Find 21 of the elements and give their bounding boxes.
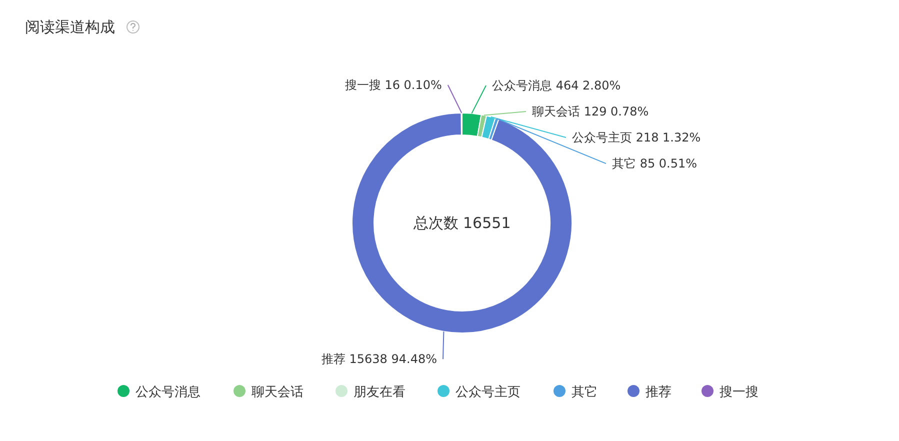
text: 总次数 16551 — [412, 214, 511, 232]
legend-label: 推荐 — [646, 385, 672, 400]
data-label: 16 0.10% — [384, 78, 442, 92]
slice-label: 聊天会话 — [532, 104, 580, 119]
chart-title: 阅读渠道构成 — [25, 18, 115, 36]
data-label: 15638 94.48% — [349, 352, 438, 366]
legend-label: 公众号主页 — [456, 384, 520, 400]
slice-label: 搜一搜 — [344, 78, 381, 92]
legend-label: 公众号消息 — [136, 385, 200, 400]
legend-label: 朋友在看 — [354, 385, 406, 400]
slice-label: 公众号消息 — [492, 78, 552, 93]
slice-label: 其它 — [612, 156, 636, 171]
data-label: 218 1.32% — [636, 130, 701, 145]
slice-label: 推荐 — [321, 352, 346, 366]
data-label: 85 0.51% — [640, 156, 698, 171]
data-label: 129 0.78% — [584, 104, 649, 119]
legend-label: 搜一搜 — [720, 385, 758, 400]
slice-label: 公众号主页 — [572, 130, 632, 145]
legend-label: 聊天会话 — [252, 385, 304, 400]
data-label: 464 2.80% — [556, 78, 621, 93]
legend-label: 其它 — [572, 384, 598, 400]
